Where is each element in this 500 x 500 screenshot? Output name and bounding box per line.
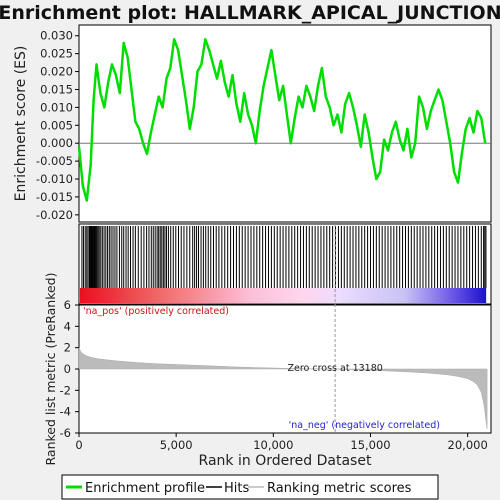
metric-ytick-label: 4 [64,319,71,333]
metric-ylabel: Ranked list metric (PreRanked) [43,273,58,466]
neg-label: 'na_neg' (negatively correlated) [289,420,440,431]
metric-ytick-label: -2 [60,383,71,397]
metric-ytick-label: 0 [64,362,71,376]
metric-ytick-label: -6 [60,426,71,440]
es-ytick-label: 0.025 [40,47,73,61]
es-ylabel: Enrichment score (ES) [13,46,29,202]
es-ytick-label: 0.015 [40,82,73,96]
legend-enrichment-label: Enrichment profile [85,481,205,496]
metric-xtick-label: 0 [75,438,82,452]
es-profile-line [77,38,487,202]
metric-xtick-label: 5,000 [160,438,193,452]
metric-ytick-label: 6 [64,298,71,312]
es-ytick-label: -0.010 [36,172,73,186]
pos-label: 'na_pos' (positively correlated) [83,306,229,317]
zero-cross-label: Zero cross at 13180 [287,363,382,374]
es-plot-area [78,24,492,223]
es-ytick-label: -0.020 [36,208,73,222]
legend-metric-label: Ranking metric scores [267,481,412,496]
es-ytick-label: -0.015 [36,190,73,204]
es-ytick-label: 0.020 [40,65,73,79]
metric-xtick-label: 15,000 [350,438,390,452]
metric-xlabel: Rank in Ordered Dataset [199,453,372,469]
metric-ytick-label: 2 [64,341,71,355]
ranked-color-bar [80,288,487,303]
es-ytick-label: 0.000 [40,136,73,150]
es-ytick-label: 0.030 [40,29,73,43]
es-ytick-label: -0.005 [36,154,73,168]
metric-xtick-label: 20,000 [448,438,488,452]
es-ytick-label: 0.010 [40,100,73,114]
metric-ytick-label: -4 [60,405,71,419]
metric-xtick-label: 10,000 [253,438,293,452]
metric-area [78,347,488,429]
legend-hits-label: Hits [224,481,249,496]
chart-title: Enrichment plot: HALLMARK_APICAL_JUNCTIO… [0,2,500,24]
es-ytick-label: 0.005 [40,118,73,132]
